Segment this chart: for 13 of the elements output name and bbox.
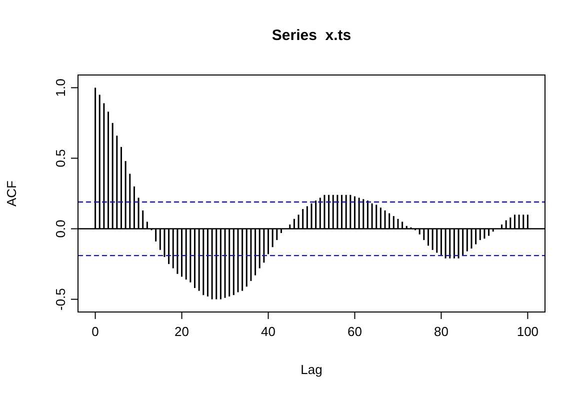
x-tick-label: 60 xyxy=(348,324,362,339)
y-tick-label: -0.5 xyxy=(53,288,68,311)
y-tick-label: 0.5 xyxy=(53,149,68,168)
x-tick-label: 100 xyxy=(516,324,539,339)
x-tick-label: 0 xyxy=(92,324,99,339)
y-tick-label: 0.0 xyxy=(53,220,68,238)
y-tick-label: 1.0 xyxy=(53,78,68,97)
y-axis-title: ACF xyxy=(4,180,19,206)
x-tick-label: 80 xyxy=(434,324,448,339)
x-tick-label: 40 xyxy=(261,324,276,339)
chart-title: Series x.ts xyxy=(272,27,352,44)
x-axis-title: Lag xyxy=(300,362,322,377)
x-tick-label: 20 xyxy=(174,324,190,339)
